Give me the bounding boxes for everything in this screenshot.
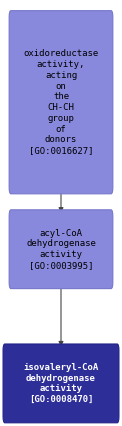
- FancyBboxPatch shape: [3, 344, 119, 423]
- Text: oxidoreductase
activity,
acting
on
the
CH-CH
group
of
donors
[GO:0016627]: oxidoreductase activity, acting on the C…: [23, 49, 99, 155]
- Text: isovaleryl-CoA
dehydrogenase
activity
[GO:0008470]: isovaleryl-CoA dehydrogenase activity [G…: [23, 363, 99, 404]
- Text: acyl-CoA
dehydrogenase
activity
[GO:0003995]: acyl-CoA dehydrogenase activity [GO:0003…: [26, 229, 96, 270]
- FancyBboxPatch shape: [9, 11, 113, 194]
- FancyBboxPatch shape: [9, 210, 113, 289]
